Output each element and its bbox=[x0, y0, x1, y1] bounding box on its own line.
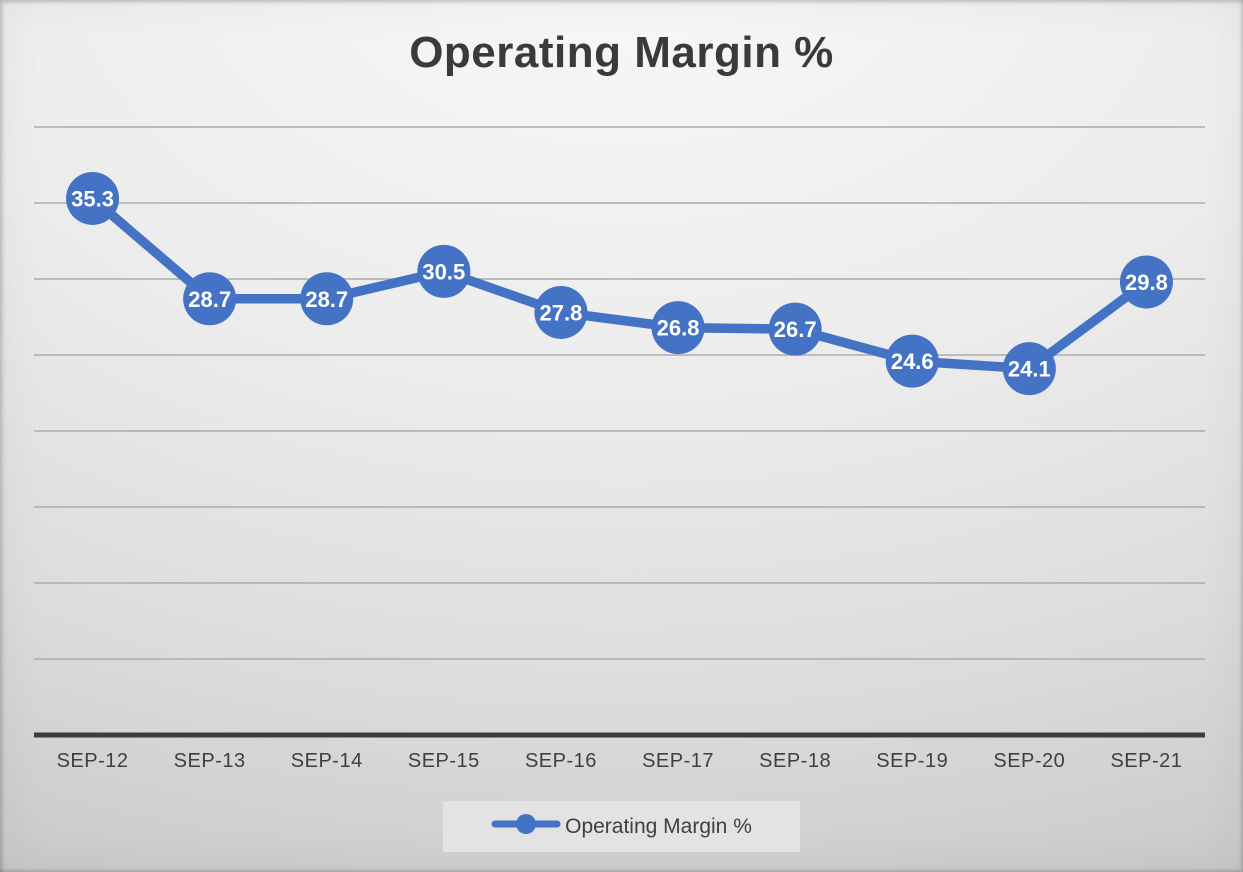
data-point-marker bbox=[768, 302, 822, 356]
data-point-label: 30.5 bbox=[422, 259, 465, 284]
legend-line-marker-icon bbox=[491, 813, 561, 840]
data-point-label: 29.8 bbox=[1125, 270, 1168, 295]
data-point-label: 28.7 bbox=[188, 287, 231, 312]
x-axis-tick-label: SEP-14 bbox=[290, 750, 363, 772]
data-point-label: 24.6 bbox=[891, 349, 934, 374]
x-axis-tick-label: SEP-21 bbox=[1110, 750, 1183, 772]
data-point-label: 28.7 bbox=[305, 287, 348, 312]
chart-title: Operating Margin % bbox=[409, 28, 834, 77]
data-point-marker bbox=[417, 244, 471, 298]
data-point-label: 24.1 bbox=[1008, 357, 1051, 382]
x-axis-tick-label: SEP-19 bbox=[876, 750, 949, 772]
data-point-marker bbox=[300, 272, 354, 326]
data-point-marker bbox=[651, 301, 705, 355]
legend: Operating Margin % bbox=[443, 801, 800, 852]
x-axis-tick-label: SEP-17 bbox=[642, 750, 715, 772]
x-axis-tick-label: SEP-13 bbox=[173, 750, 246, 772]
legend-label: Operating Margin % bbox=[565, 814, 752, 838]
data-point-label: 27.8 bbox=[540, 300, 583, 325]
data-point-marker bbox=[66, 171, 120, 225]
data-point-marker bbox=[534, 285, 588, 339]
data-point-label: 35.3 bbox=[71, 186, 114, 211]
data-point-label: 26.8 bbox=[657, 316, 700, 341]
x-axis-tick-label: SEP-12 bbox=[56, 750, 129, 772]
x-axis-tick-label: SEP-18 bbox=[759, 750, 832, 772]
data-point-marker bbox=[1002, 342, 1056, 396]
series-line-operating-margin bbox=[87, 193, 1152, 374]
x-axis-tick-label: SEP-15 bbox=[407, 750, 480, 772]
x-axis-tick-label: SEP-16 bbox=[524, 750, 597, 772]
data-point-marker bbox=[1119, 255, 1173, 309]
data-point-label: 26.7 bbox=[774, 317, 817, 342]
data-point-marker bbox=[885, 334, 939, 388]
data-point-marker bbox=[183, 272, 237, 326]
x-axis-tick-label: SEP-20 bbox=[993, 750, 1066, 772]
